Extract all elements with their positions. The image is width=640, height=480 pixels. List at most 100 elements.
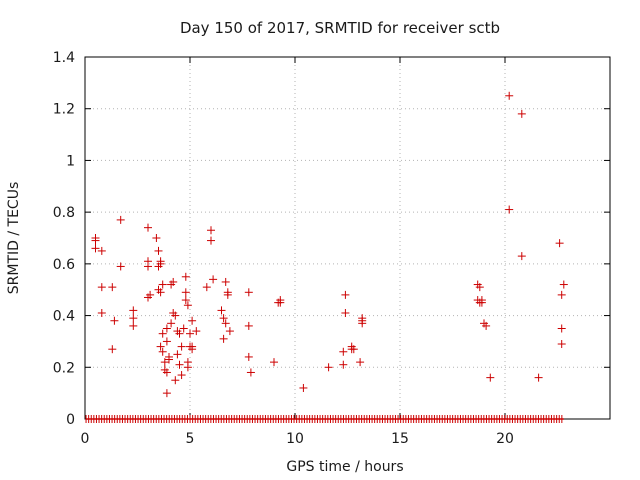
data-point xyxy=(557,324,566,333)
data-point xyxy=(477,298,486,307)
data-point xyxy=(129,314,138,323)
data-point xyxy=(221,319,230,328)
data-point xyxy=(276,298,285,307)
y-tick-label: 0 xyxy=(66,412,75,428)
data-point xyxy=(181,272,190,281)
data-point xyxy=(177,371,186,380)
data-point xyxy=(129,321,138,330)
data-point xyxy=(202,283,211,292)
data-point xyxy=(129,306,138,315)
data-point xyxy=(475,283,484,292)
data-point xyxy=(219,334,228,343)
data-point xyxy=(108,283,117,292)
data-point xyxy=(97,283,106,292)
data-point xyxy=(209,275,218,284)
data-points xyxy=(85,91,568,423)
data-point xyxy=(555,239,564,248)
data-point xyxy=(534,373,543,382)
x-axis-label: GPS time / hours xyxy=(286,459,403,475)
data-point xyxy=(116,262,125,271)
data-point xyxy=(156,342,165,351)
data-point xyxy=(177,342,186,351)
data-point xyxy=(175,360,184,369)
data-point xyxy=(341,308,350,317)
y-axis-label: SRMTID / TECUs xyxy=(6,182,22,295)
data-point xyxy=(156,288,165,297)
data-point xyxy=(341,290,350,299)
data-point xyxy=(339,347,348,356)
y-tick-label: 1 xyxy=(66,153,75,169)
data-point xyxy=(181,288,190,297)
data-point xyxy=(171,311,180,320)
data-point xyxy=(152,234,161,242)
data-point xyxy=(225,327,234,336)
data-point xyxy=(505,205,514,214)
data-point xyxy=(244,321,253,330)
data-point xyxy=(486,373,495,382)
x-tick-label: 0 xyxy=(81,431,90,447)
x-tick-label: 5 xyxy=(186,431,195,447)
grid-lines xyxy=(85,57,610,419)
data-point xyxy=(175,329,184,338)
data-point xyxy=(162,324,171,333)
data-point xyxy=(116,215,125,224)
data-point xyxy=(158,280,167,289)
data-point xyxy=(158,347,167,356)
data-point xyxy=(299,383,308,392)
data-point xyxy=(162,389,171,398)
data-point xyxy=(223,290,232,299)
data-point xyxy=(186,329,194,338)
data-point xyxy=(162,368,171,377)
data-point xyxy=(108,345,117,354)
data-point xyxy=(91,244,100,253)
data-point xyxy=(167,319,176,328)
data-point xyxy=(91,236,100,245)
data-point xyxy=(188,345,197,354)
y-tick-label: 0.8 xyxy=(53,205,75,221)
plot-frame xyxy=(84,56,611,420)
axis-ticks xyxy=(84,56,610,420)
data-point xyxy=(144,223,152,232)
data-point xyxy=(557,340,566,349)
data-point xyxy=(188,316,197,325)
y-tick-label: 0.4 xyxy=(53,309,75,325)
data-point xyxy=(244,288,253,297)
data-point xyxy=(110,316,119,325)
data-point xyxy=(246,368,255,377)
data-point xyxy=(339,360,348,369)
data-point xyxy=(183,301,192,310)
data-point xyxy=(207,236,215,245)
data-point xyxy=(207,226,215,235)
data-point xyxy=(144,293,152,302)
data-point xyxy=(162,337,171,346)
data-point xyxy=(97,308,106,317)
zero-value-points xyxy=(85,415,563,423)
data-point xyxy=(505,91,514,100)
data-point xyxy=(356,358,365,367)
y-tick-label: 0.6 xyxy=(53,257,75,273)
data-point xyxy=(179,324,188,333)
y-tick-label: 1.2 xyxy=(53,102,75,118)
data-point xyxy=(270,358,278,367)
x-tick-label: 15 xyxy=(391,431,409,447)
y-tick-label: 0.2 xyxy=(53,360,75,376)
data-point xyxy=(171,376,180,385)
chart-title: Day 150 of 2017, SRMTID for receiver sct… xyxy=(180,19,500,37)
data-point xyxy=(244,352,253,361)
data-point xyxy=(324,363,333,372)
data-point xyxy=(158,329,167,338)
data-point xyxy=(219,314,228,323)
data-point xyxy=(517,109,526,118)
data-point xyxy=(559,280,568,289)
data-point xyxy=(517,252,526,261)
data-point xyxy=(169,277,178,286)
data-point xyxy=(183,358,192,367)
y-tick-label: 1.4 xyxy=(53,50,75,66)
data-point xyxy=(165,355,173,364)
data-point xyxy=(557,290,566,299)
data-point xyxy=(349,345,358,354)
x-tick-label: 10 xyxy=(286,431,304,447)
data-point xyxy=(221,277,230,286)
data-point xyxy=(144,262,152,271)
